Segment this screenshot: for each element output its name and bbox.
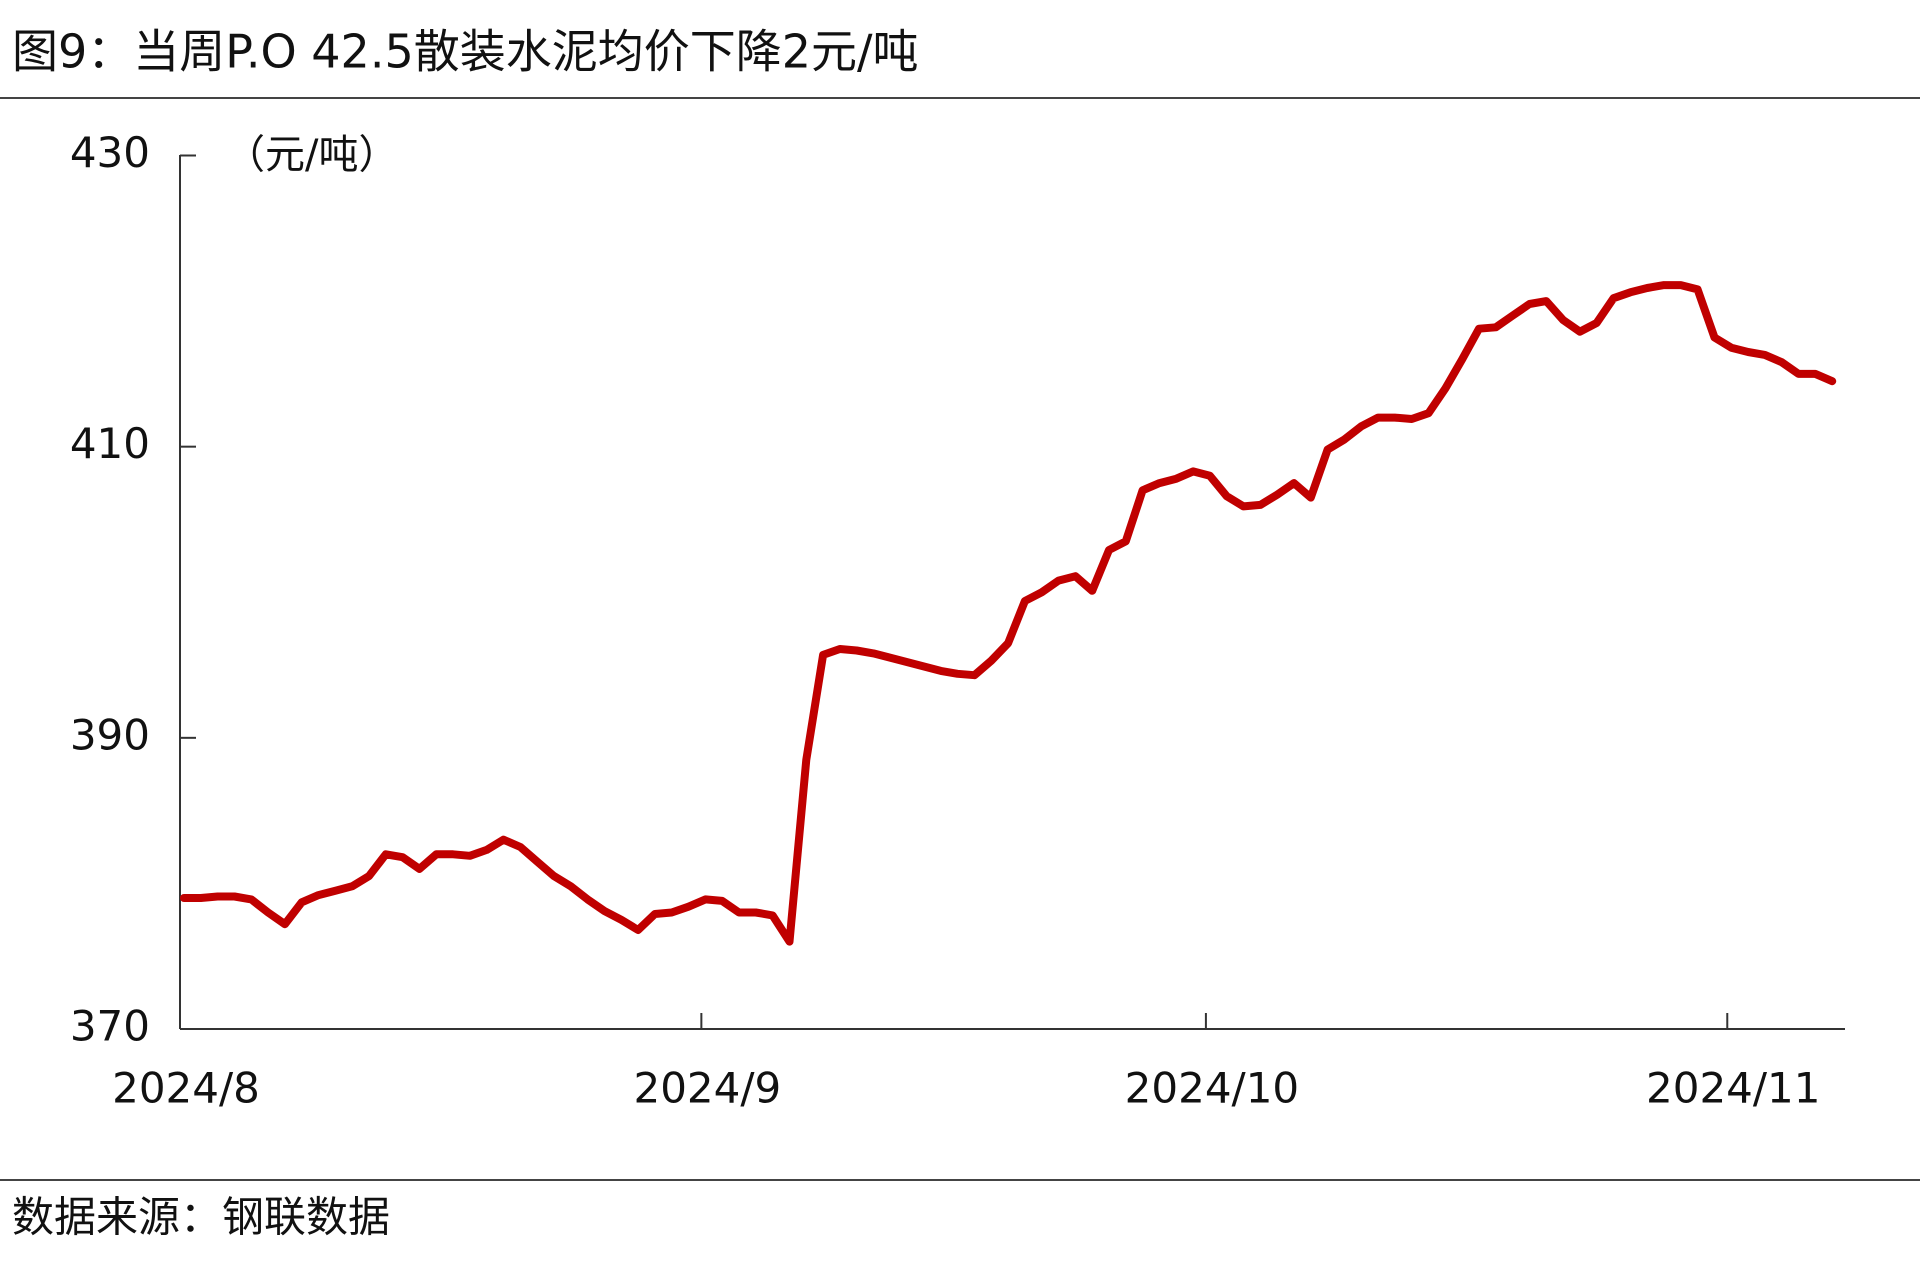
y-tick-label: 370 xyxy=(70,1002,150,1051)
price-line xyxy=(180,281,1837,946)
chart-title: 图9：当周P.O 42.5散装水泥均价下降2元/吨 xyxy=(12,25,918,79)
y-tick-label: 430 xyxy=(70,128,150,177)
x-tick-label: 2024/8 xyxy=(112,1064,260,1113)
y-tick-label: 410 xyxy=(70,419,150,468)
x-tick-label: 2024/10 xyxy=(1125,1064,1299,1113)
x-tick-label: 2024/11 xyxy=(1646,1064,1820,1113)
y-tick-label: 390 xyxy=(70,710,150,759)
y-axis-label: （元/吨） xyxy=(225,132,398,178)
x-tick-label: 2024/9 xyxy=(633,1064,781,1113)
source-note: 数据来源：钢联数据 xyxy=(12,1193,390,1242)
